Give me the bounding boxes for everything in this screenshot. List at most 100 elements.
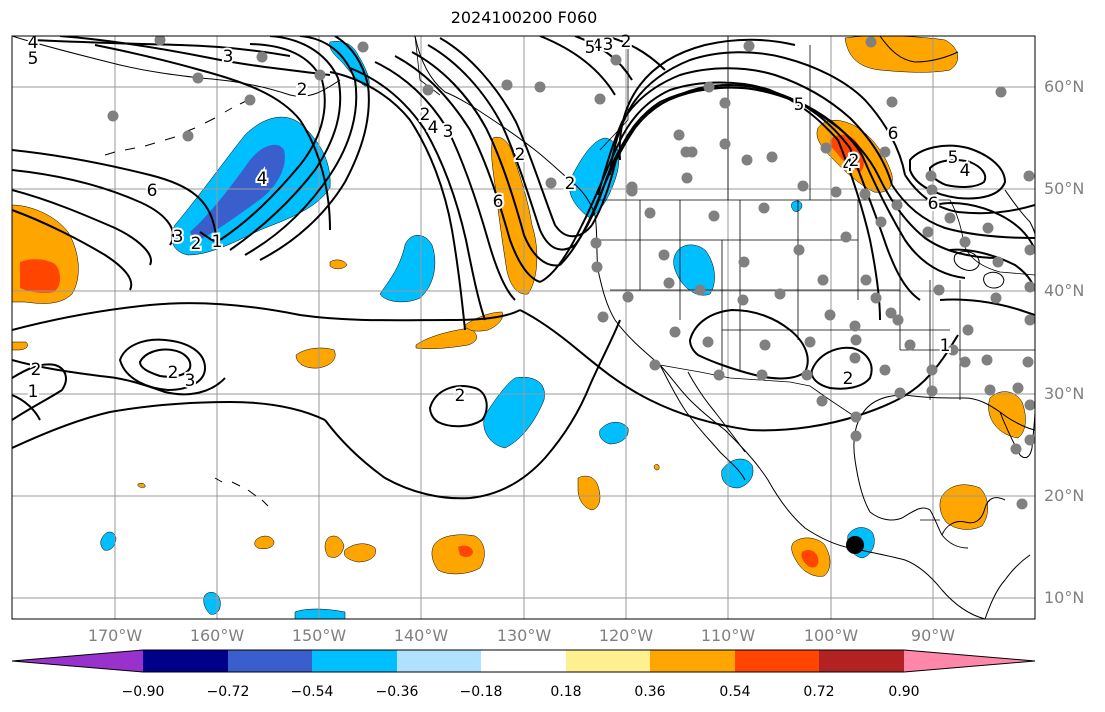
station-marker: [797, 180, 809, 192]
contour-line: [574, 36, 633, 81]
station-marker: [694, 284, 706, 296]
lat-label-40n: 40°N: [1044, 281, 1085, 300]
contour-lines: [12, 36, 1035, 500]
contour-label: 2: [515, 145, 526, 165]
colorbar-tick-label: 0.18: [550, 684, 582, 700]
contour-label: 4: [257, 169, 268, 189]
baja-east-coast: [687, 371, 746, 453]
contour-label: 2: [420, 105, 431, 125]
contour-line: [12, 400, 326, 449]
contour-label: 3: [603, 35, 614, 55]
station-marker: [1024, 281, 1035, 293]
station-marker: [962, 324, 974, 336]
contour-line: [928, 159, 987, 188]
baja-peninsula: [659, 364, 746, 481]
station-marker: [501, 79, 513, 91]
contour-label: 5: [948, 148, 959, 168]
contour-line: [244, 36, 358, 256]
station-marker: [885, 307, 897, 319]
contour-label: 2: [565, 174, 576, 194]
station-marker: [865, 36, 877, 48]
station-marker: [1024, 314, 1035, 326]
station-marker: [879, 364, 891, 376]
colorbar: [11, 649, 1036, 673]
positive-anomaly-region: [254, 535, 275, 549]
station-marker: [719, 97, 731, 109]
contour-label: 1: [212, 232, 223, 252]
positive-anomaly-region: [329, 259, 348, 270]
contour-line: [849, 147, 921, 301]
positive-anomaly-core: [20, 259, 61, 293]
lat-label-60n: 60°N: [1044, 77, 1085, 96]
aleutian-islands: [104, 99, 249, 156]
station-marker: [840, 231, 852, 243]
contour-line: [29, 39, 291, 57]
colorbar-tick-label: −0.90: [121, 684, 165, 700]
station-marker: [933, 284, 945, 296]
station-marker: [756, 369, 768, 381]
lon-label-90w: 90°W: [910, 626, 956, 645]
contour-line: [349, 67, 486, 321]
station-marker: [681, 172, 693, 184]
colorbar-outline: [11, 649, 1036, 673]
station-marker: [850, 334, 862, 346]
station-marker: [892, 314, 904, 326]
contour-label: 1: [940, 336, 951, 356]
florida: [999, 409, 1035, 459]
station-marker: [816, 395, 828, 407]
station-marker: [422, 84, 434, 96]
positive-anomaly-core: [801, 550, 819, 568]
station-marker: [591, 261, 603, 273]
station-marker: [990, 292, 1002, 304]
contour-line: [934, 202, 1035, 251]
contour-label: 3: [223, 47, 234, 67]
gulf-coastline: [853, 394, 1035, 549]
station-marker: [708, 210, 720, 222]
station-marker: [743, 40, 755, 52]
contour-line: [12, 189, 152, 266]
positive-anomaly-region: [577, 475, 601, 511]
station-marker: [774, 288, 786, 300]
lon-label-160w: 160°W: [189, 626, 245, 645]
colorbar-segment: [819, 650, 904, 672]
station-marker: [849, 352, 861, 364]
contour-label: 2: [843, 369, 854, 389]
station-marker: [1016, 498, 1028, 510]
canada-province-border: [599, 36, 629, 151]
station-marker: [820, 142, 832, 154]
station-marker: [849, 320, 861, 332]
lat-label-50n: 50°N: [1044, 179, 1085, 198]
contour-line: [411, 51, 561, 267]
station-marker: [995, 86, 1007, 98]
positive-anomaly-region: [491, 136, 538, 295]
contour-line: [12, 359, 226, 396]
positive-anomaly-region: [653, 464, 660, 471]
station-marker: [622, 291, 634, 303]
contour-label: 3: [443, 122, 454, 142]
us-mexico-border: [659, 364, 861, 421]
contour-line: [138, 348, 192, 378]
contour-line: [428, 385, 488, 428]
positive-anomaly-region: [295, 347, 336, 369]
station-marker: [663, 277, 675, 289]
contour-label: 2: [297, 80, 308, 100]
contour-line: [939, 298, 1035, 316]
lon-label-130w: 130°W: [496, 626, 552, 645]
contour-line: [949, 248, 1035, 291]
station-marker: [850, 430, 862, 442]
positive-anomaly-region: [415, 327, 477, 350]
station-marker: [1022, 356, 1034, 368]
contour-line: [891, 184, 1035, 239]
contour-label: 6: [493, 192, 504, 212]
contour-label: 3: [173, 227, 184, 247]
contour-label: 6: [928, 194, 939, 214]
station-marker: [1024, 434, 1035, 446]
station-marker: [922, 226, 934, 238]
station-marker: [982, 222, 994, 234]
station-marker: [658, 249, 670, 261]
lon-label-170w: 170°W: [87, 626, 143, 645]
colorbar-segment: [228, 650, 312, 672]
contour-line: [12, 149, 218, 242]
